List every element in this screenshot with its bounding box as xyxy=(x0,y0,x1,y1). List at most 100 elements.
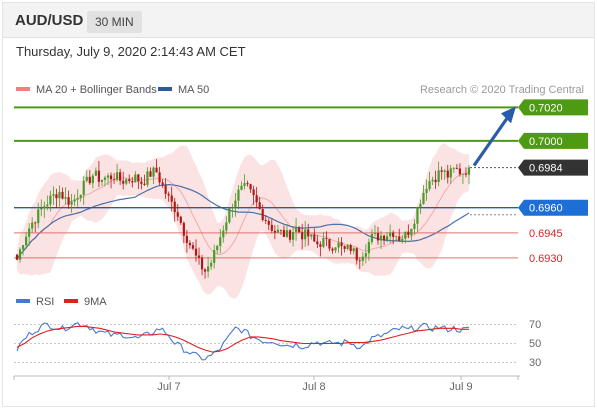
candle-body xyxy=(52,194,55,196)
candle-body xyxy=(261,209,264,221)
level-tag-0.7000 xyxy=(518,132,588,149)
candle-body xyxy=(100,179,104,182)
candle-body xyxy=(237,189,240,201)
candle-body xyxy=(301,232,304,240)
candle-body xyxy=(446,170,449,178)
candle-body xyxy=(337,242,340,248)
candle-body xyxy=(298,227,301,233)
forecast-arrow-head xyxy=(501,106,516,124)
candle-body xyxy=(225,222,228,231)
candle-body xyxy=(170,195,173,202)
candle-body xyxy=(273,230,276,233)
candle-body xyxy=(246,183,249,185)
candle-body xyxy=(203,269,207,272)
candle-body xyxy=(18,249,22,260)
candle-body xyxy=(179,216,182,223)
candle-body xyxy=(395,236,398,238)
level-label-0.6930: 0.6930 xyxy=(529,253,563,265)
candle-body xyxy=(173,201,176,213)
candle-body xyxy=(40,208,43,210)
candle-body xyxy=(25,236,28,246)
candle-body xyxy=(413,223,416,229)
candle-body xyxy=(146,171,149,185)
candle-body xyxy=(155,167,158,173)
candle-body xyxy=(46,204,49,207)
candle-body xyxy=(182,222,185,236)
rsi-ma-legend-label: 9MA xyxy=(84,296,107,308)
candle-body xyxy=(210,262,213,267)
candle-body xyxy=(425,189,428,193)
candle-body xyxy=(285,230,289,237)
candle-body xyxy=(188,242,192,246)
candle-body xyxy=(70,201,73,205)
rsi-ma-line xyxy=(16,325,469,353)
level-tag-0.7020 xyxy=(518,99,588,116)
candle-body xyxy=(91,175,94,184)
candle-body xyxy=(213,250,216,263)
candle-body xyxy=(134,174,137,183)
rsi-line xyxy=(16,322,470,361)
candle-body xyxy=(58,191,61,199)
candle-body xyxy=(194,248,198,256)
x-tick-jul8: Jul 8 xyxy=(302,381,325,393)
research-credit: Research © 2020 Trading Central xyxy=(420,84,584,96)
candle-body xyxy=(370,233,374,243)
candle-body xyxy=(149,171,152,177)
rsi-tick-50: 50 xyxy=(529,338,541,350)
candle-body xyxy=(364,253,367,257)
candle-body xyxy=(361,256,364,261)
candle-body xyxy=(467,167,471,175)
candle-body xyxy=(67,197,70,205)
x-tick-jul7: Jul 7 xyxy=(157,381,180,393)
bollinger-band xyxy=(16,143,470,299)
candle-body xyxy=(270,224,273,231)
candle-body xyxy=(122,180,125,184)
chart-header-bar: AUD/USD 30 MIN xyxy=(3,3,594,38)
candle-body xyxy=(61,191,64,199)
candle-body xyxy=(137,174,140,182)
candle-body xyxy=(119,172,122,181)
candle-body xyxy=(401,238,404,241)
candle-body xyxy=(434,179,437,183)
candle-body xyxy=(82,180,85,195)
candle-body xyxy=(449,168,452,178)
candle-body xyxy=(267,220,270,225)
candle-body xyxy=(334,247,337,251)
ma20-line xyxy=(16,171,470,260)
rsi-legend-swatch xyxy=(16,299,30,303)
level-label-0.6945: 0.6945 xyxy=(529,228,563,240)
timeframe-badge[interactable]: 30 MIN xyxy=(87,11,142,33)
candle-body xyxy=(85,176,88,181)
candle-body xyxy=(216,245,219,251)
candle-body xyxy=(243,183,246,186)
candle-body xyxy=(416,206,419,224)
level-label-0.6960: 0.6960 xyxy=(529,203,563,215)
candle-body xyxy=(291,231,295,240)
candle-body xyxy=(176,212,179,217)
candle-body xyxy=(379,235,383,241)
candle-body xyxy=(455,167,458,169)
chart-datetime: Thursday, July 9, 2020 2:14:43 AM CET xyxy=(16,44,246,59)
candle-body xyxy=(15,254,19,260)
rsi-legend-label: RSI xyxy=(36,296,54,308)
candle-body xyxy=(294,227,298,232)
candle-body xyxy=(373,233,377,234)
candle-body xyxy=(106,175,110,178)
candle-body xyxy=(352,248,355,252)
candle-body xyxy=(55,194,58,199)
candle-body xyxy=(322,238,325,247)
candle-body xyxy=(164,185,167,194)
candle-body xyxy=(422,192,425,204)
candle-body xyxy=(222,230,225,238)
candle-body xyxy=(21,245,25,250)
candle-body xyxy=(264,220,267,221)
symbol-title: AUD/USD xyxy=(15,12,84,29)
bollinger-legend-label: MA 20 + Bollinger Bands xyxy=(36,84,157,96)
candle-body xyxy=(340,242,343,247)
level-tag-0.6984 xyxy=(518,159,588,176)
candle-body xyxy=(76,198,79,200)
rsi-ma-legend-swatch xyxy=(64,299,78,303)
candle-body xyxy=(109,175,113,180)
candle-body xyxy=(385,236,389,241)
